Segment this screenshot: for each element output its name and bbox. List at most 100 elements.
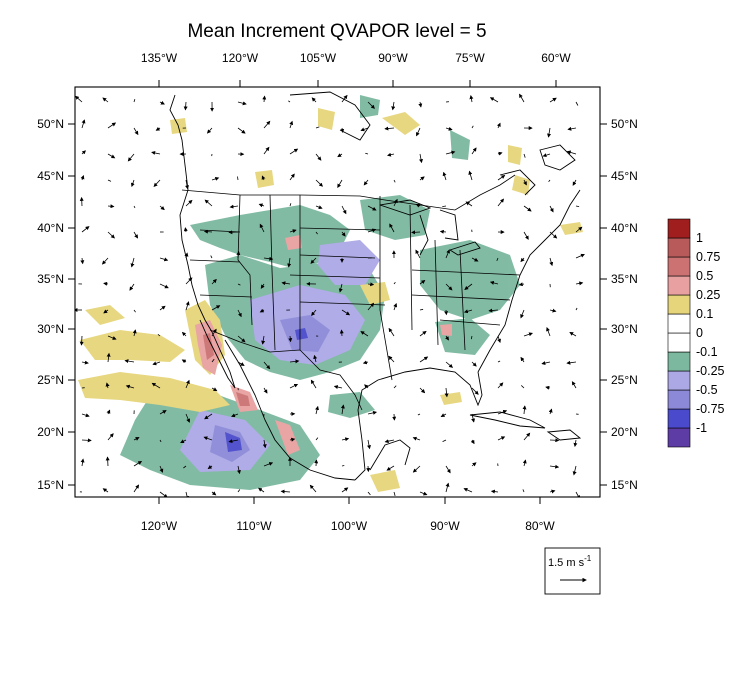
wind-vector xyxy=(105,456,110,467)
wind-vector xyxy=(207,465,213,469)
contour-pink-ga xyxy=(440,324,452,336)
wind-vector xyxy=(107,335,117,340)
right-axis: 50°N 45°N 40°N 35°N 30°N 25°N 20°N 15°N xyxy=(600,117,638,492)
wind-vector xyxy=(469,95,474,103)
wind-vector xyxy=(387,152,395,157)
wind-vector xyxy=(159,410,167,415)
wind-vector xyxy=(549,231,558,239)
great-lakes-huron xyxy=(439,209,459,241)
wind-vector xyxy=(341,309,351,316)
wind-vector xyxy=(367,205,377,211)
wind-vector xyxy=(471,257,479,262)
atlantic-coast xyxy=(477,189,581,373)
wind-vector xyxy=(258,203,265,208)
wind-vector xyxy=(133,231,139,239)
wind-vector xyxy=(496,122,501,129)
wind-vector xyxy=(497,436,506,441)
wind-vector xyxy=(210,255,213,259)
wind-vector xyxy=(289,437,296,442)
wind-vector xyxy=(575,491,581,497)
right-lat-label: 50°N xyxy=(611,117,638,131)
wind-vector xyxy=(237,309,242,318)
state-east-4 xyxy=(411,269,521,276)
wind-vector xyxy=(489,280,499,285)
wind-vector xyxy=(81,438,92,443)
wind-vector xyxy=(548,408,553,415)
wind-vector xyxy=(106,409,111,415)
wind-vector xyxy=(445,465,451,474)
colorbar-swatch xyxy=(667,294,691,315)
wind-vector xyxy=(445,150,456,155)
colorbar-label: 0.5 xyxy=(696,269,713,283)
wind-vector xyxy=(440,413,447,417)
state-nd-sd xyxy=(299,227,381,231)
wind-vector xyxy=(288,100,291,103)
wind-vector xyxy=(80,257,85,265)
wind-vector xyxy=(258,487,265,493)
wind-vector xyxy=(259,223,265,233)
state-west-6 xyxy=(199,294,253,298)
hudson-bay xyxy=(289,91,371,141)
wind-vector xyxy=(315,153,322,161)
wind-vector xyxy=(315,437,319,441)
contour-yellow-maritime xyxy=(512,175,530,195)
wind-vector xyxy=(471,147,477,155)
top-axis: 135°W 120°W 105°W 90°W 75°W 60°W xyxy=(141,51,571,87)
wind-vector xyxy=(419,176,425,181)
newfoundland xyxy=(539,144,576,171)
wind-vector xyxy=(445,126,453,131)
wind-vector xyxy=(542,153,551,158)
wind-vector xyxy=(384,439,395,444)
wind-vector xyxy=(523,231,529,240)
wind-vector xyxy=(569,331,577,337)
wind-vector xyxy=(496,257,499,262)
state-east-3 xyxy=(411,294,511,301)
wind-vector xyxy=(262,95,267,103)
wind-vector xyxy=(133,460,143,467)
wind-vector xyxy=(211,491,217,496)
wind-vector xyxy=(315,205,323,210)
wind-vector xyxy=(566,150,577,155)
wind-vector xyxy=(159,305,166,311)
wind-vector xyxy=(341,465,345,467)
wind-vector xyxy=(442,205,447,207)
colorbar-label: -0.75 xyxy=(696,402,725,416)
wind-vector xyxy=(341,231,346,237)
wind-vector xyxy=(365,152,369,155)
wind-vector xyxy=(571,381,577,389)
wind-vector xyxy=(127,153,135,162)
right-lat-label: 30°N xyxy=(611,322,638,336)
wind-vector xyxy=(464,283,473,290)
wind-vector xyxy=(103,281,109,286)
wind-vector xyxy=(488,308,499,313)
wind-vector xyxy=(183,101,188,111)
wind-vector xyxy=(546,327,551,337)
colorbar-swatch xyxy=(667,237,691,258)
wind-vector xyxy=(185,179,189,190)
wind-vector xyxy=(522,405,527,415)
wind-vector xyxy=(367,439,371,450)
wind-vector xyxy=(575,307,578,311)
wind-vector xyxy=(184,252,189,259)
wind-vector xyxy=(263,462,274,467)
wind-vector xyxy=(367,228,377,233)
wind-vector xyxy=(289,173,295,181)
state-east-5 xyxy=(439,319,501,326)
map-area xyxy=(75,87,600,497)
wind-vector xyxy=(313,354,318,363)
wind-vector xyxy=(107,231,115,239)
wind-vector xyxy=(442,171,447,181)
wind-vector xyxy=(311,97,317,103)
wind-vector xyxy=(288,335,293,343)
wind-vector xyxy=(575,205,580,207)
wind-vector xyxy=(236,251,241,259)
map-title: Mean Increment QVAPOR level = 5 xyxy=(187,21,486,42)
wind-vector xyxy=(107,433,114,441)
wind-vector xyxy=(130,257,135,268)
great-lakes-erie xyxy=(448,241,481,256)
wind-vector xyxy=(470,439,475,445)
wind-vector xyxy=(133,127,139,136)
wind-vector xyxy=(575,253,585,259)
wind-vector xyxy=(393,385,397,389)
wind-vector xyxy=(364,384,369,389)
